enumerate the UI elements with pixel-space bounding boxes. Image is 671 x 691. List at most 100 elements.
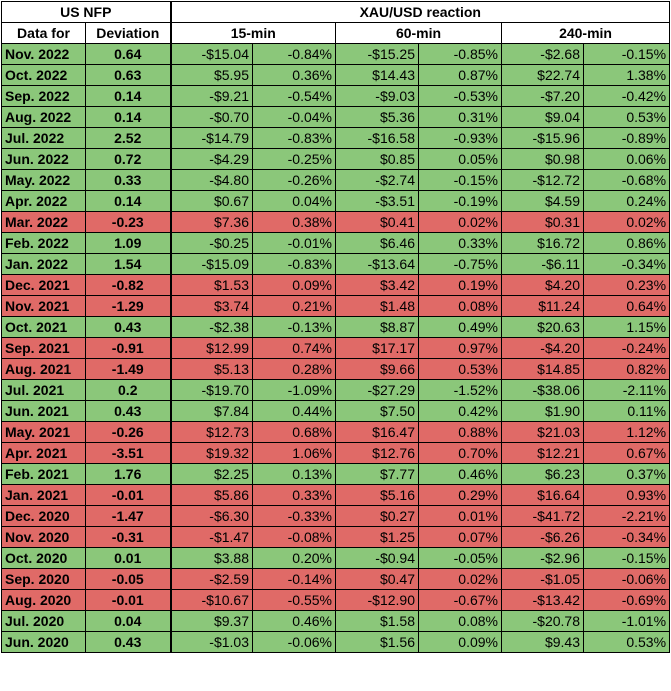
reaction-240min-usd-cell: $9.04 bbox=[501, 106, 584, 128]
240min-header: 240-min bbox=[500, 22, 671, 44]
reaction-60min-pct-cell: 0.42% bbox=[418, 400, 502, 422]
reaction-15min-usd-cell: $7.36 bbox=[169, 211, 253, 233]
reaction-60min-usd-cell: -$12.90 bbox=[335, 589, 419, 611]
reaction-240min-usd-cell: $0.31 bbox=[501, 211, 584, 233]
reaction-240min-usd-cell: $14.85 bbox=[501, 358, 584, 380]
reaction-15min-usd-cell: -$1.47 bbox=[169, 526, 253, 548]
reaction-240min-pct-cell: 0.06% bbox=[582, 148, 671, 170]
reaction-15min-pct-cell: 0.36% bbox=[252, 64, 336, 86]
table-row: Aug. 2022 0.14 -$0.70 -0.04% $5.36 0.31% $9.04… bbox=[1, 106, 671, 128]
reaction-60min-pct-cell: 0.31% bbox=[418, 106, 502, 128]
reaction-240min-pct-cell: 0.23% bbox=[582, 274, 671, 296]
reaction-240min-usd-cell: -$41.72 bbox=[501, 505, 584, 527]
reaction-60min-pct-cell: 0.08% bbox=[418, 295, 502, 317]
table-row: May. 2022 0.33 -$4.80 -0.26% -$2.74 -0.15% -$1… bbox=[1, 169, 671, 191]
reaction-240min-pct-cell: -0.06% bbox=[582, 568, 671, 590]
data-for-cell: Mar. 2022 bbox=[1, 211, 86, 233]
reaction-240min-usd-cell: -$13.42 bbox=[501, 589, 584, 611]
deviation-cell: -1.29 bbox=[85, 295, 171, 317]
reaction-60min-pct-cell: 0.33% bbox=[418, 232, 502, 254]
data-for-cell: Apr. 2022 bbox=[1, 190, 86, 212]
deviation-cell: 2.52 bbox=[85, 127, 171, 149]
reaction-15min-usd-cell: -$2.59 bbox=[169, 568, 253, 590]
nfp-gold-reaction-table: US NFP XAU/USD reaction Data for Deviati… bbox=[1, 1, 671, 653]
reaction-15min-pct-cell: -0.25% bbox=[252, 148, 336, 170]
table-row: Mar. 2022 -0.23 $7.36 0.38% $0.41 0.02% $0.31 0… bbox=[1, 211, 671, 233]
deviation-cell: -0.31 bbox=[85, 526, 171, 548]
data-for-cell: Dec. 2020 bbox=[1, 505, 86, 527]
table-row: Jul. 2021 0.2 -$19.70 -1.09% -$27.29 -1.52% -$… bbox=[1, 379, 671, 401]
table-row: Apr. 2022 0.14 $0.67 0.04% -$3.51 -0.19% $4.59… bbox=[1, 190, 671, 212]
data-for-cell: Apr. 2021 bbox=[1, 442, 86, 464]
table-row: Oct. 2022 0.63 $5.95 0.36% $14.43 0.87% $22.74… bbox=[1, 64, 671, 86]
reaction-240min-pct-cell: 1.38% bbox=[582, 64, 671, 86]
deviation-cell: -3.51 bbox=[85, 442, 171, 464]
reaction-240min-pct-cell: -0.69% bbox=[582, 589, 671, 611]
reaction-15min-usd-cell: -$15.09 bbox=[169, 253, 253, 275]
table-row: Aug. 2021 -1.49 $5.13 0.28% $9.66 0.53% $14.85… bbox=[1, 358, 671, 380]
reaction-15min-usd-cell: $2.25 bbox=[169, 463, 253, 485]
reaction-60min-usd-cell: $6.46 bbox=[335, 232, 419, 254]
data-for-cell: Oct. 2022 bbox=[1, 64, 86, 86]
reaction-240min-pct-cell: 0.53% bbox=[582, 106, 671, 128]
data-for-cell: Jun. 2020 bbox=[1, 631, 86, 653]
reaction-240min-pct-cell: 0.67% bbox=[582, 442, 671, 464]
deviation-cell: 0.72 bbox=[85, 148, 171, 170]
deviation-header: Deviation bbox=[85, 22, 171, 44]
reaction-15min-pct-cell: -0.06% bbox=[252, 631, 336, 653]
reaction-60min-pct-cell: 0.87% bbox=[418, 64, 502, 86]
reaction-15min-pct-cell: -0.14% bbox=[252, 568, 336, 590]
data-for-cell: Jul. 2020 bbox=[1, 610, 86, 632]
reaction-60min-pct-cell: 0.09% bbox=[418, 631, 502, 653]
reaction-60min-pct-cell: 0.02% bbox=[418, 211, 502, 233]
data-for-cell: Dec. 2021 bbox=[1, 274, 86, 296]
reaction-15min-pct-cell: 0.28% bbox=[252, 358, 336, 380]
reaction-60min-usd-cell: $12.76 bbox=[335, 442, 419, 464]
reaction-60min-pct-cell: 0.88% bbox=[418, 421, 502, 443]
data-for-cell: Oct. 2020 bbox=[1, 547, 86, 569]
deviation-cell: -1.47 bbox=[85, 505, 171, 527]
table-row: Apr. 2021 -3.51 $19.32 1.06% $12.76 0.70% $12.… bbox=[1, 442, 671, 464]
table-row: Dec. 2021 -0.82 $1.53 0.09% $3.42 0.19% $4.20 0… bbox=[1, 274, 671, 296]
reaction-240min-usd-cell: $6.23 bbox=[501, 463, 584, 485]
reaction-60min-usd-cell: $9.66 bbox=[335, 358, 419, 380]
table-row: Aug. 2020 -0.01 -$10.67 -0.55% -$12.90 -0.67%… bbox=[1, 589, 671, 611]
reaction-240min-pct-cell: 0.11% bbox=[582, 400, 671, 422]
reaction-60min-pct-cell: -1.52% bbox=[418, 379, 502, 401]
reaction-60min-pct-cell: 0.49% bbox=[418, 316, 502, 338]
reaction-15min-pct-cell: -0.04% bbox=[252, 106, 336, 128]
reaction-240min-pct-cell: -2.21% bbox=[582, 505, 671, 527]
reaction-240min-pct-cell: -0.24% bbox=[582, 337, 671, 359]
reaction-240min-usd-cell: $4.59 bbox=[501, 190, 584, 212]
reaction-240min-usd-cell: -$6.26 bbox=[501, 526, 584, 548]
table-row: Jan. 2021 -0.01 $5.86 0.33% $5.16 0.29% $16.64… bbox=[1, 484, 671, 506]
reaction-60min-pct-cell: -0.05% bbox=[418, 547, 502, 569]
reaction-60min-pct-cell: -0.93% bbox=[418, 127, 502, 149]
reaction-60min-usd-cell: -$27.29 bbox=[335, 379, 419, 401]
reaction-60min-usd-cell: $5.36 bbox=[335, 106, 419, 128]
reaction-240min-usd-cell: $0.98 bbox=[501, 148, 584, 170]
reaction-240min-usd-cell: -$4.20 bbox=[501, 337, 584, 359]
data-for-cell: Aug. 2021 bbox=[1, 358, 86, 380]
reaction-240min-usd-cell: -$7.20 bbox=[501, 85, 584, 107]
deviation-cell: -1.49 bbox=[85, 358, 171, 380]
reaction-15min-pct-cell: 0.04% bbox=[252, 190, 336, 212]
data-for-header: Data for bbox=[1, 22, 86, 44]
table-row: Jul. 2020 0.04 $9.37 0.46% $1.58 0.08% -$20.78… bbox=[1, 610, 671, 632]
reaction-15min-pct-cell: 0.21% bbox=[252, 295, 336, 317]
reaction-240min-usd-cell: $4.20 bbox=[501, 274, 584, 296]
deviation-cell: -0.91 bbox=[85, 337, 171, 359]
reaction-15min-pct-cell: -1.09% bbox=[252, 379, 336, 401]
deviation-cell: 0.04 bbox=[85, 610, 171, 632]
reaction-15min-usd-cell: -$4.29 bbox=[169, 148, 253, 170]
reaction-15min-pct-cell: -0.55% bbox=[252, 589, 336, 611]
deviation-cell: 0.63 bbox=[85, 64, 171, 86]
header-row-1: US NFP XAU/USD reaction bbox=[1, 1, 671, 23]
reaction-60min-usd-cell: $1.56 bbox=[335, 631, 419, 653]
reaction-15min-usd-cell: -$10.67 bbox=[169, 589, 253, 611]
table-row: Nov. 2020 -0.31 -$1.47 -0.08% $1.25 0.07% -$6.… bbox=[1, 526, 671, 548]
table-row: Nov. 2022 0.64 -$15.04 -0.84% -$15.25 -0.85% -… bbox=[1, 43, 671, 65]
deviation-cell: -0.82 bbox=[85, 274, 171, 296]
reaction-240min-usd-cell: $21.03 bbox=[501, 421, 584, 443]
reaction-60min-pct-cell: -0.53% bbox=[418, 85, 502, 107]
